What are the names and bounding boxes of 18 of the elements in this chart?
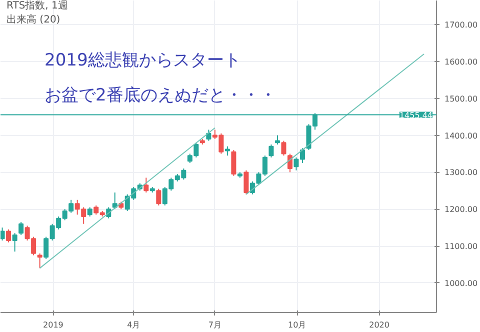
y-tick-label: 1300.00	[444, 168, 478, 178]
y-tick-label: 1600.00	[444, 57, 478, 66]
text: 出来高 (20)	[6, 14, 60, 26]
chart-title: RTS指数, 1週	[6, 0, 68, 12]
y-tick-label: 1000.00	[444, 278, 478, 288]
x-tick-label: 2020	[369, 320, 390, 330]
x-tick-label: 2019	[43, 320, 64, 330]
x-tick-label: 7月	[208, 320, 222, 330]
x-tick-label: 4月	[127, 320, 140, 330]
annotation: お盆で2番底のえぬだと・・・	[44, 86, 276, 106]
annotation: 2019総悲観からスタート	[44, 50, 241, 70]
y-tick-label: 1700.00	[444, 20, 478, 30]
y-tick-label: 1100.00	[444, 242, 478, 252]
ref-line-label: 1455.44	[399, 110, 433, 120]
y-tick-label: 1400.00	[444, 131, 478, 140]
y-tick-label: 1500.00	[444, 94, 478, 104]
y-tick-label: 1200.00	[444, 205, 478, 214]
x-tick-label: 10月	[288, 320, 306, 330]
